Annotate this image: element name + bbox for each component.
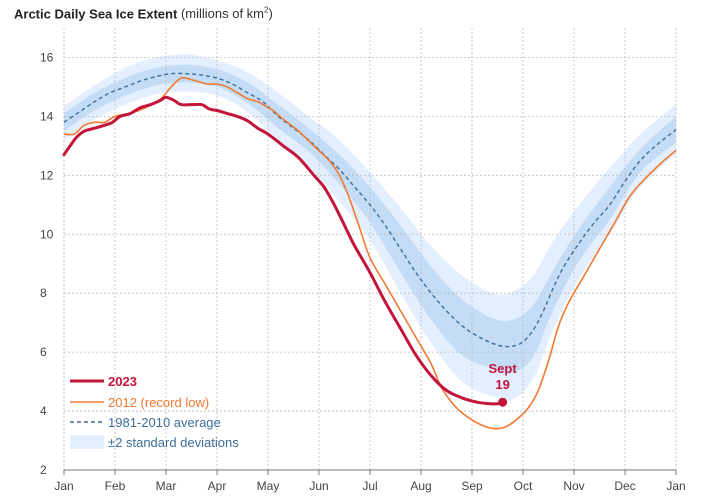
x-tick-label: Feb	[105, 479, 126, 493]
x-tick-label: Jun	[309, 479, 328, 493]
x-tick-label: Sep	[461, 479, 483, 493]
annotation-label-line2: 19	[495, 377, 509, 392]
subtitle-superscript: 2	[264, 6, 269, 15]
annotation-label-line1: Sept	[489, 361, 518, 376]
x-tick-label: Dec	[614, 479, 635, 493]
legend-label: 2012 (record low)	[108, 395, 209, 410]
series-lines	[62, 72, 677, 430]
x-tick-label: May	[257, 479, 280, 493]
chart-title-block: Arctic Daily Sea Ice Extent (millions of…	[14, 6, 273, 21]
legend-label: 1981-2010 average	[108, 415, 221, 430]
series-2023-line	[62, 95, 505, 406]
x-tick-label: Oct	[514, 479, 533, 493]
y-tick-label: 8	[40, 286, 47, 300]
x-tick-label: Nov	[563, 479, 584, 493]
legend: 2023 2012 (record low) 1981-2010 average ±2…	[70, 374, 239, 450]
y-tick-label: 16	[40, 50, 54, 64]
x-tick-label: Jan	[666, 479, 685, 493]
y-tick-label: 10	[40, 227, 54, 241]
subtitle-prefix: (millions of km	[180, 6, 265, 22]
y-tick-label: 14	[40, 109, 54, 123]
y-tick-label: 6	[40, 345, 47, 359]
chart-subtitle: (millions of km2)	[181, 6, 273, 21]
minimum-point-marker	[498, 397, 508, 407]
x-tick-label: Jul	[362, 479, 377, 493]
x-tick-label: Jan	[54, 479, 73, 493]
subtitle-suffix: )	[268, 6, 273, 22]
x-tick-label: Mar	[156, 479, 177, 493]
band-inner	[64, 64, 676, 374]
chart-title: Arctic Daily Sea Ice Extent	[14, 6, 178, 22]
series-2012-line	[63, 76, 677, 430]
y-tick-label: 4	[40, 404, 47, 418]
x-tick-label: Apr	[208, 479, 227, 493]
y-tick-label: 12	[40, 168, 54, 182]
x-tick-label: Aug	[410, 479, 431, 493]
legend-swatch-band	[70, 435, 104, 449]
legend-label: 2023	[108, 374, 137, 389]
legend-label: ±2 standard deviations	[108, 435, 239, 450]
axes: 2 4 6 8 10 12 14 16 Jan Feb Mar Apr May Jun Jul Aug Sep O…	[40, 50, 686, 493]
y-tick-label: 2	[40, 463, 47, 477]
